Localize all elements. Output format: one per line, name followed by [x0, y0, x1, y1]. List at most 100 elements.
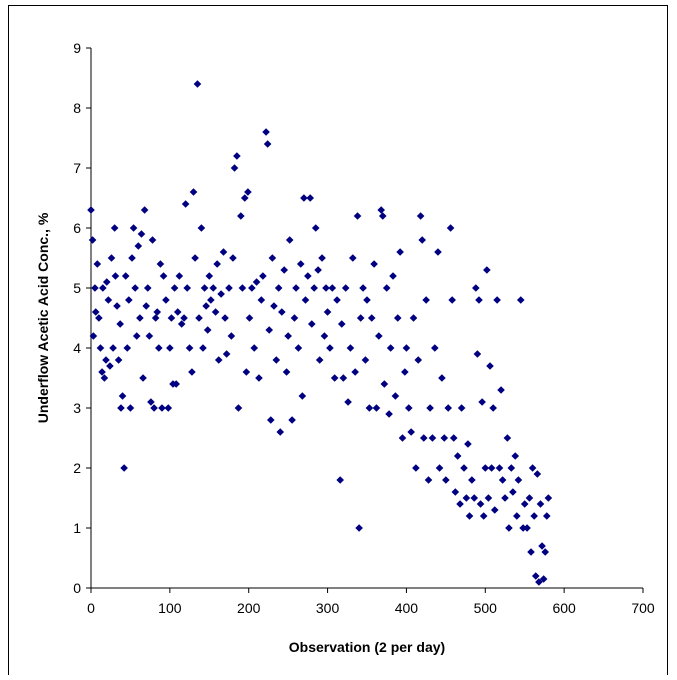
data-point: [244, 188, 252, 196]
data-point: [523, 524, 531, 532]
data-point: [121, 272, 130, 280]
data-point: [102, 356, 110, 364]
y-tick-label: 8: [73, 100, 81, 116]
data-point: [541, 548, 550, 556]
data-point: [257, 296, 266, 304]
data-point: [294, 344, 303, 352]
data-point: [89, 332, 98, 340]
data-point: [377, 206, 385, 214]
data-point: [234, 404, 243, 412]
x-tick-label: 700: [631, 600, 655, 616]
data-point: [129, 224, 138, 232]
data-point: [205, 272, 214, 280]
data-point: [419, 434, 428, 442]
data-point: [487, 464, 496, 472]
data-point: [109, 344, 117, 352]
data-point: [404, 404, 413, 412]
data-point: [200, 284, 209, 292]
data-point: [162, 296, 170, 304]
data-point: [175, 272, 184, 280]
data-point: [475, 296, 483, 304]
y-tick-label: 5: [73, 280, 81, 296]
data-point: [134, 242, 143, 250]
data-point: [213, 260, 221, 268]
data-point: [344, 398, 352, 406]
data-point: [111, 272, 120, 280]
data-point: [102, 278, 111, 286]
data-point: [409, 314, 418, 322]
data-point: [183, 284, 192, 292]
data-point: [125, 296, 133, 304]
data-point: [336, 476, 344, 484]
data-point: [359, 284, 367, 292]
data-point: [519, 524, 527, 532]
data-point: [483, 266, 491, 274]
data-point: [337, 320, 346, 328]
data-point: [442, 476, 450, 484]
y-tick-label: 3: [73, 400, 81, 416]
data-point: [460, 464, 468, 472]
x-tick-label: 400: [395, 600, 419, 616]
data-point: [457, 404, 466, 412]
data-point: [207, 296, 215, 304]
data-point: [211, 308, 220, 316]
data-point: [113, 302, 121, 310]
data-point: [191, 254, 199, 262]
data-point: [356, 314, 365, 322]
data-point: [314, 266, 322, 274]
x-tick-label: 300: [316, 600, 340, 616]
data-point: [195, 314, 203, 322]
data-point: [393, 314, 402, 322]
data-point: [126, 404, 135, 412]
chart-border: [8, 5, 668, 680]
data-point: [382, 284, 391, 292]
data-point: [544, 494, 553, 502]
data-point: [304, 272, 312, 280]
data-point: [110, 224, 119, 232]
data-point: [378, 212, 387, 220]
data-point: [290, 314, 299, 322]
data-point: [99, 284, 107, 292]
x-tick-label: 200: [237, 600, 261, 616]
data-point: [490, 506, 499, 514]
data-point: [181, 200, 190, 208]
data-point: [189, 188, 198, 196]
data-point: [318, 254, 326, 262]
data-point: [308, 320, 316, 328]
y-tick-label: 0: [73, 580, 81, 596]
data-point: [139, 374, 147, 382]
data-point: [495, 464, 504, 472]
data-point: [147, 398, 155, 406]
data-point: [367, 314, 376, 322]
data-point: [418, 236, 426, 244]
data-point: [193, 80, 202, 88]
data-point: [288, 416, 296, 424]
data-point: [240, 194, 249, 202]
data-point: [444, 404, 453, 412]
data-point: [434, 248, 442, 256]
data-point: [159, 272, 168, 280]
data-point: [511, 452, 520, 460]
data-point: [473, 350, 482, 358]
data-point: [322, 284, 330, 292]
data-point: [542, 512, 551, 520]
data-point: [370, 260, 378, 268]
data-point: [88, 236, 97, 244]
data-point: [306, 194, 315, 202]
data-point: [516, 296, 525, 304]
data-point: [355, 524, 363, 532]
data-point: [503, 434, 512, 442]
data-point: [339, 374, 348, 382]
data-point: [123, 344, 132, 352]
data-point: [166, 344, 174, 352]
data-point: [470, 494, 479, 502]
data-point: [177, 320, 186, 328]
y-tick-label: 1: [73, 520, 81, 536]
data-point: [203, 326, 212, 334]
data-point: [214, 356, 223, 364]
data-point: [431, 344, 439, 352]
data-point: [509, 488, 517, 496]
data-point: [365, 404, 374, 412]
data-point: [252, 278, 261, 286]
data-point: [170, 284, 179, 292]
